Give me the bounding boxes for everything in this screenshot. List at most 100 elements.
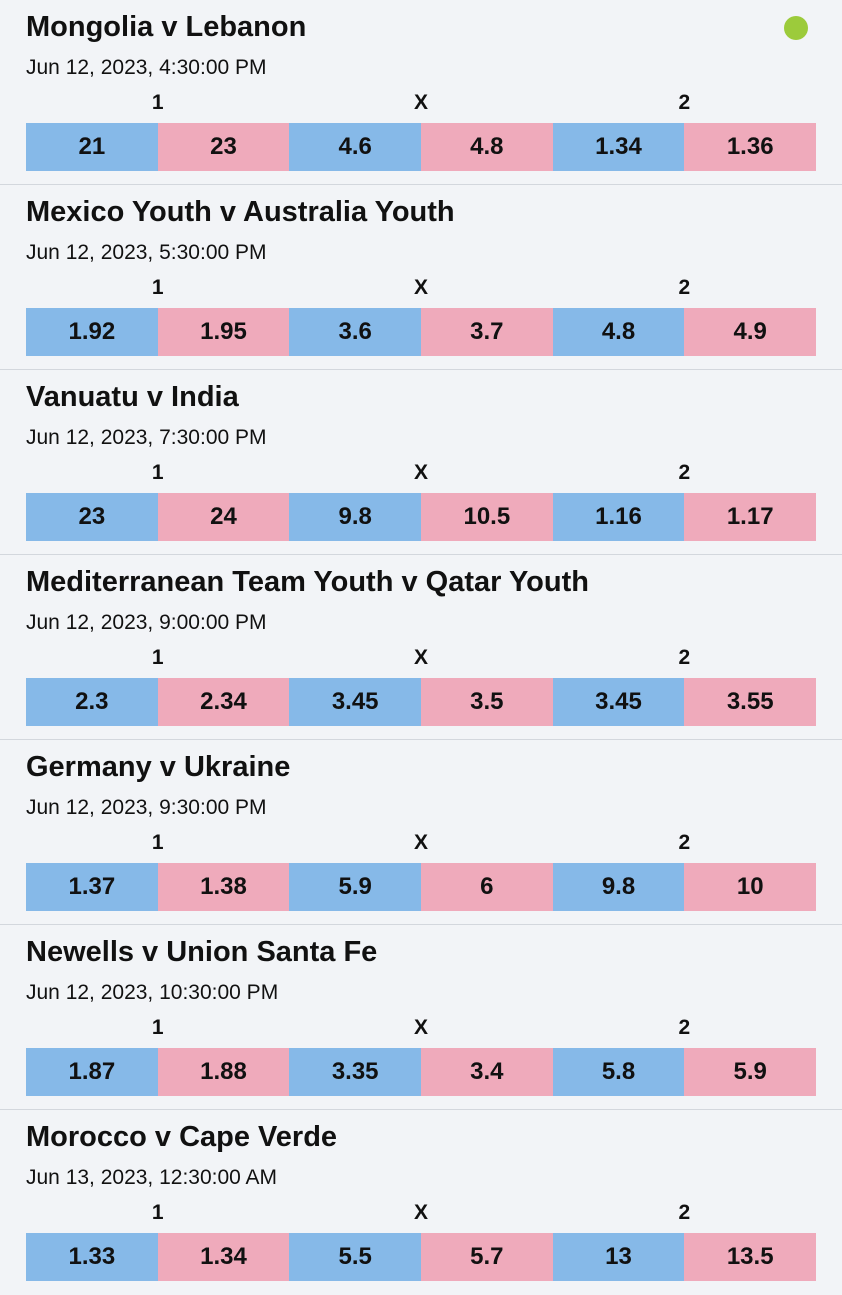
market-label-away: 2 [678,646,691,669]
market-label-draw: X [413,646,428,669]
market-label-away: 2 [678,1201,691,1224]
event-title[interactable]: Newells v Union Santa Fe [26,936,378,968]
event-row[interactable]: Morocco v Cape Verde Jun 13, 2023, 12:30… [0,1110,842,1295]
market-label-away: 2 [678,461,691,484]
home-lay-odds-button[interactable]: 1.38 [157,863,290,911]
market-label-home: 1 [151,461,164,484]
home-back-odds-button[interactable]: 21 [26,123,158,171]
market-label-draw: X [413,461,428,484]
event-date: Jun 12, 2023, 9:30:00 PM [26,796,267,819]
home-back-odds-button[interactable]: 1.92 [26,308,158,356]
away-back-odds-button[interactable]: 1.16 [552,493,685,541]
away-lay-odds-button[interactable]: 5.9 [684,1048,817,1096]
market-label-draw: X [413,91,428,114]
away-lay-odds-button[interactable]: 10 [684,863,817,911]
home-lay-odds-button[interactable]: 1.88 [157,1048,290,1096]
home-lay-odds-button[interactable]: 23 [157,123,290,171]
away-back-odds-button[interactable]: 13 [552,1233,685,1281]
away-lay-odds-button[interactable]: 1.36 [684,123,817,171]
home-lay-odds-button[interactable]: 2.34 [157,678,290,726]
draw-lay-odds-button[interactable]: 10.5 [421,493,553,541]
draw-back-odds-button[interactable]: 9.8 [289,493,422,541]
away-lay-odds-button[interactable]: 1.17 [684,493,817,541]
event-title[interactable]: Mexico Youth v Australia Youth [26,196,455,228]
market-label-away: 2 [678,91,691,114]
event-date: Jun 12, 2023, 4:30:00 PM [26,56,267,79]
home-back-odds-button[interactable]: 1.87 [26,1048,158,1096]
home-back-odds-button[interactable]: 2.3 [26,678,158,726]
odds-row: 23 24 9.8 10.5 1.16 1.17 [26,493,817,541]
away-back-odds-button[interactable]: 5.8 [552,1048,685,1096]
draw-back-odds-button[interactable]: 3.6 [289,308,422,356]
odds-row: 1.87 1.88 3.35 3.4 5.8 5.9 [26,1048,817,1096]
draw-lay-odds-button[interactable]: 3.5 [421,678,553,726]
event-date: Jun 12, 2023, 5:30:00 PM [26,241,267,264]
draw-back-odds-button[interactable]: 3.35 [289,1048,422,1096]
draw-back-odds-button[interactable]: 3.45 [289,678,422,726]
away-back-odds-button[interactable]: 9.8 [552,863,685,911]
home-lay-odds-button[interactable]: 1.34 [157,1233,290,1281]
market-label-home: 1 [151,1201,164,1224]
draw-lay-odds-button[interactable]: 4.8 [421,123,553,171]
market-labels: 1 X 2 [26,275,816,301]
market-label-away: 2 [678,1016,691,1039]
market-label-home: 1 [151,831,164,854]
market-labels: 1 X 2 [26,830,816,856]
market-labels: 1 X 2 [26,90,816,116]
market-labels: 1 X 2 [26,1200,816,1226]
market-label-draw: X [413,1016,428,1039]
odds-row: 2.3 2.34 3.45 3.5 3.45 3.55 [26,678,817,726]
event-date: Jun 12, 2023, 9:00:00 PM [26,611,267,634]
draw-lay-odds-button[interactable]: 6 [421,863,553,911]
event-row[interactable]: Mediterranean Team Youth v Qatar Youth J… [0,555,842,740]
odds-row: 1.37 1.38 5.9 6 9.8 10 [26,863,817,911]
away-lay-odds-button[interactable]: 3.55 [684,678,817,726]
odds-row: 21 23 4.6 4.8 1.34 1.36 [26,123,817,171]
away-back-odds-button[interactable]: 4.8 [552,308,685,356]
away-lay-odds-button[interactable]: 13.5 [684,1233,817,1281]
away-lay-odds-button[interactable]: 4.9 [684,308,817,356]
draw-lay-odds-button[interactable]: 5.7 [421,1233,553,1281]
home-lay-odds-button[interactable]: 1.95 [157,308,290,356]
market-label-home: 1 [151,646,164,669]
event-row[interactable]: Germany v Ukraine Jun 12, 2023, 9:30:00 … [0,740,842,925]
market-label-away: 2 [678,276,691,299]
market-labels: 1 X 2 [26,1015,816,1041]
live-indicator-icon [784,16,808,40]
event-date: Jun 12, 2023, 7:30:00 PM [26,426,267,449]
home-back-odds-button[interactable]: 1.33 [26,1233,158,1281]
market-labels: 1 X 2 [26,645,816,671]
odds-row: 1.92 1.95 3.6 3.7 4.8 4.9 [26,308,817,356]
event-title[interactable]: Mediterranean Team Youth v Qatar Youth [26,566,589,598]
draw-back-odds-button[interactable]: 4.6 [289,123,422,171]
home-lay-odds-button[interactable]: 24 [157,493,290,541]
market-label-draw: X [413,1201,428,1224]
away-back-odds-button[interactable]: 3.45 [552,678,685,726]
market-label-away: 2 [678,831,691,854]
odds-row: 1.33 1.34 5.5 5.7 13 13.5 [26,1233,817,1281]
event-row[interactable]: Mongolia v Lebanon Jun 12, 2023, 4:30:00… [0,0,842,185]
event-row[interactable]: Mexico Youth v Australia Youth Jun 12, 2… [0,185,842,370]
market-label-home: 1 [151,276,164,299]
event-date: Jun 12, 2023, 10:30:00 PM [26,981,279,1004]
draw-lay-odds-button[interactable]: 3.7 [421,308,553,356]
event-row[interactable]: Newells v Union Santa Fe Jun 12, 2023, 1… [0,925,842,1110]
event-date: Jun 13, 2023, 12:30:00 AM [26,1166,278,1189]
event-title[interactable]: Morocco v Cape Verde [26,1121,338,1153]
event-row[interactable]: Vanuatu v India Jun 12, 2023, 7:30:00 PM… [0,370,842,555]
market-label-home: 1 [151,1016,164,1039]
away-back-odds-button[interactable]: 1.34 [552,123,685,171]
market-label-home: 1 [151,91,164,114]
event-title[interactable]: Vanuatu v India [26,381,239,413]
event-title[interactable]: Germany v Ukraine [26,751,291,783]
market-labels: 1 X 2 [26,460,816,486]
event-title[interactable]: Mongolia v Lebanon [26,11,307,43]
home-back-odds-button[interactable]: 23 [26,493,158,541]
draw-lay-odds-button[interactable]: 3.4 [421,1048,553,1096]
draw-back-odds-button[interactable]: 5.9 [289,863,422,911]
market-label-draw: X [413,276,428,299]
draw-back-odds-button[interactable]: 5.5 [289,1233,422,1281]
market-label-draw: X [413,831,428,854]
home-back-odds-button[interactable]: 1.37 [26,863,158,911]
